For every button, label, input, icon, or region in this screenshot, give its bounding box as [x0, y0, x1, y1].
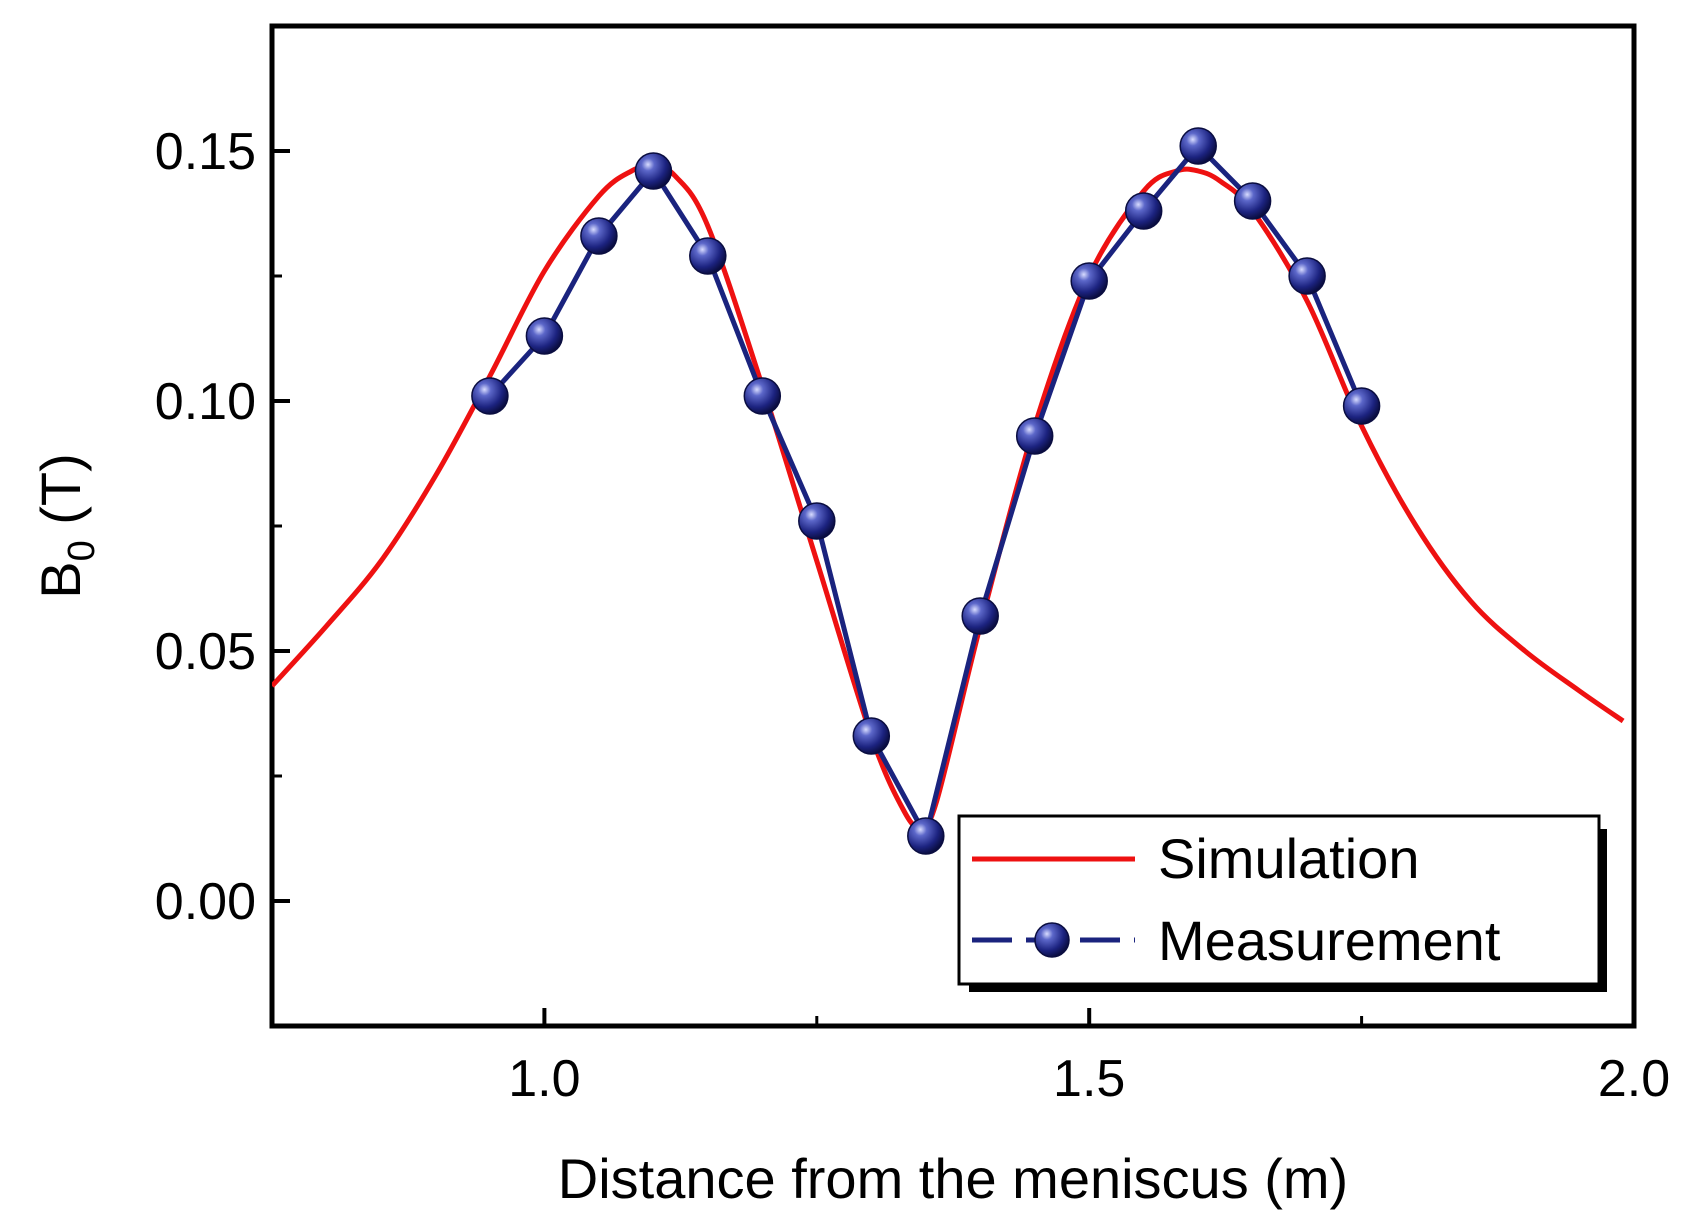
measurement-point [1233, 182, 1272, 220]
y-tick-label: 0.05 [155, 623, 256, 681]
measurement-point [1179, 127, 1217, 165]
y-axis-title-unit: (T) [29, 453, 92, 540]
measurement-point [1288, 257, 1326, 295]
measurement-point [907, 817, 945, 855]
legend-simulation-label: Simulation [1158, 827, 1419, 890]
y-tick-label: 0.00 [155, 873, 256, 931]
measurement-point [525, 317, 564, 355]
legend-measurement-marker [1034, 922, 1070, 958]
axis-tick-labels: 1.0 1.5 2.0 0.00 0.05 0.10 0.15 [155, 123, 1670, 1108]
measurement-point [961, 597, 999, 635]
measurement-point [1070, 262, 1108, 300]
y-axis-title-sub: 0 [61, 540, 103, 561]
simulation-line [272, 163, 1625, 829]
measurement-line [488, 143, 1364, 839]
y-tick-label: 0.10 [155, 373, 256, 431]
measurement-point [471, 377, 509, 415]
x-axis-title: Distance from the meniscus (m) [558, 1147, 1348, 1210]
measurement-point [1015, 417, 1054, 455]
legend-measurement-label: Measurement [1158, 909, 1501, 972]
measurement-point [689, 237, 727, 275]
measurement-point [580, 217, 618, 255]
measurement-point [743, 377, 782, 415]
y-axis-title: B0 (T) [29, 453, 103, 599]
measurement-point [1342, 387, 1381, 425]
x-tick-label: 2.0 [1598, 1050, 1670, 1108]
measurement-point [1124, 192, 1163, 230]
x-tick-label: 1.5 [1053, 1050, 1125, 1108]
measurement-point [798, 502, 836, 540]
measurement-point [634, 152, 673, 190]
legend-box [957, 814, 1601, 986]
y-axis-title-main: B [29, 561, 92, 598]
x-tick-label: 1.0 [508, 1050, 580, 1108]
legend: Simulation Measurement [957, 814, 1607, 992]
axis-ticks [272, 149, 1636, 1028]
y-tick-label: 0.15 [155, 123, 256, 181]
series-layer [272, 127, 1625, 855]
measurement-point [852, 717, 891, 755]
